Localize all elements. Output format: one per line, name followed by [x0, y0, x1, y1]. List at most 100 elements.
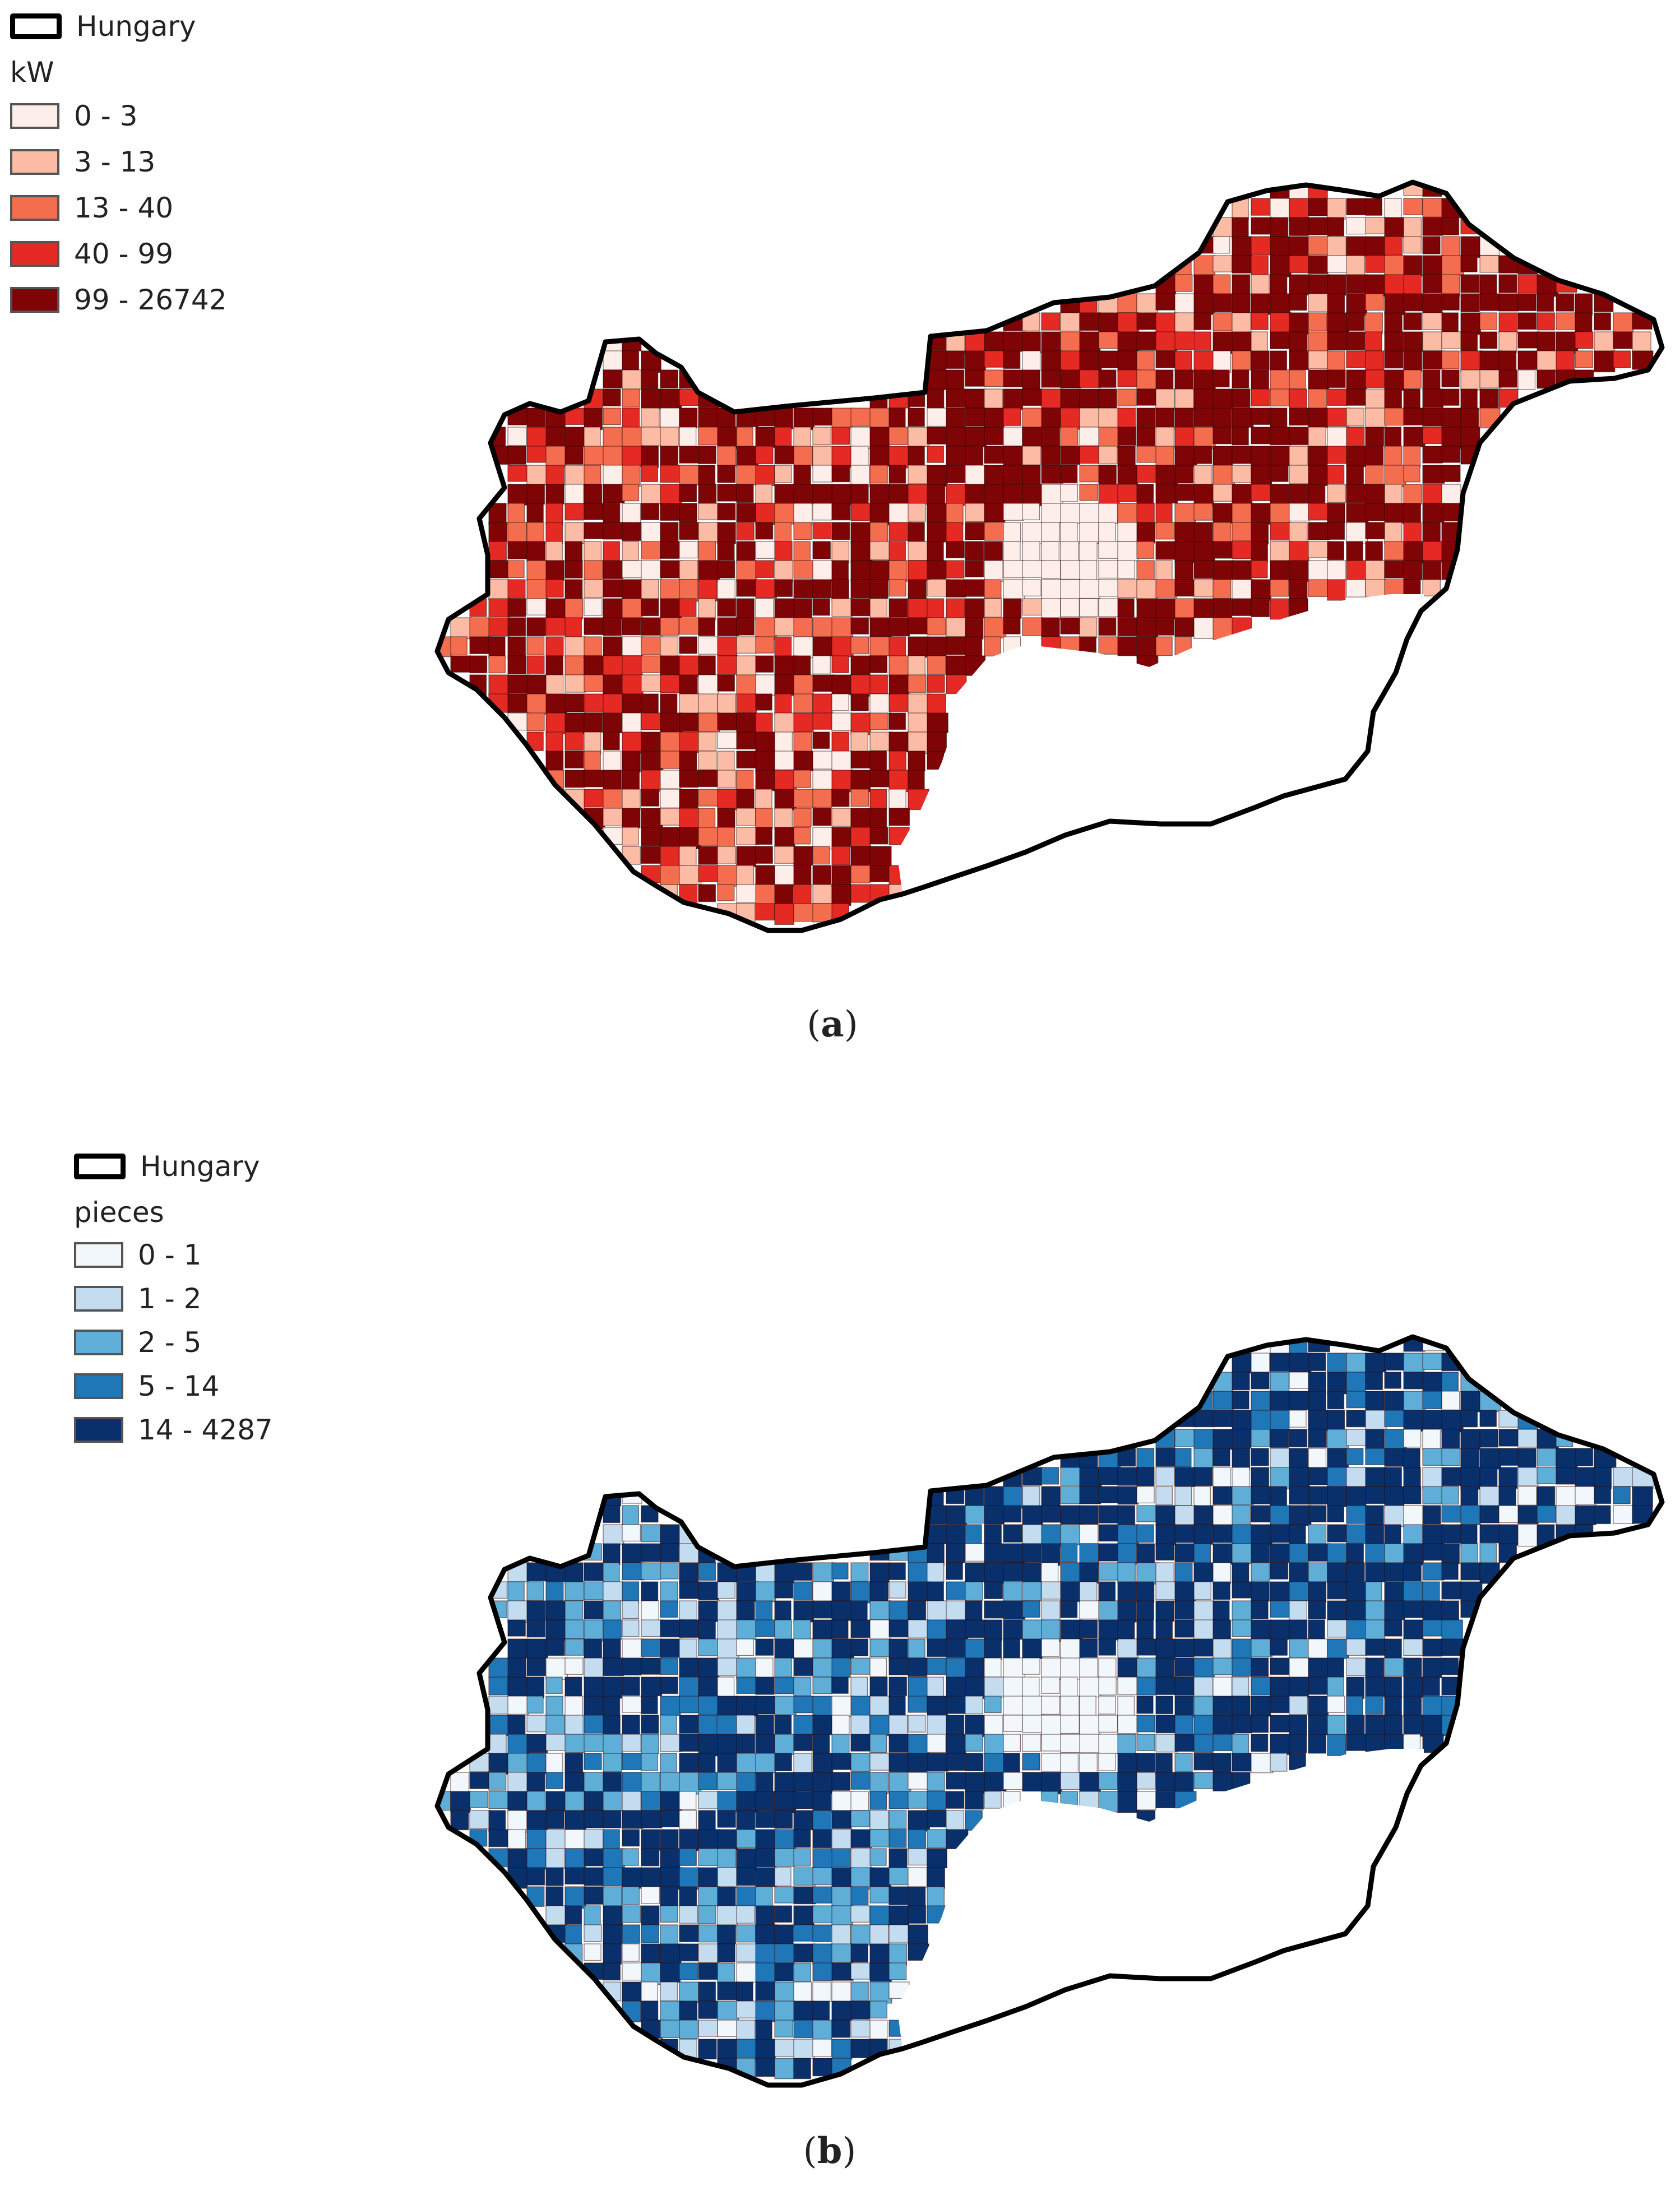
municipality-cell [908, 636, 929, 658]
municipality-cell [526, 446, 548, 463]
municipality-cell [717, 598, 737, 617]
municipality-cell [1498, 1448, 1519, 1466]
municipality-cell [908, 655, 925, 676]
municipality-cell [1060, 541, 1079, 562]
municipality-cell [1270, 1448, 1290, 1469]
municipality-cell [1117, 1791, 1140, 1813]
municipality-cell [1212, 541, 1234, 559]
municipality-cell [1308, 1696, 1329, 1717]
municipality-cell [1289, 198, 1309, 219]
municipality-cell [1193, 1505, 1216, 1527]
class-swatch [74, 1330, 123, 1355]
municipality-cell [831, 636, 854, 657]
class-label: 99 - 26742 [74, 284, 227, 316]
municipality-cell [831, 1867, 854, 1888]
legend-class-3: 40 - 99 [10, 231, 227, 277]
municipality-cell [1251, 579, 1272, 601]
municipality-cell [1003, 1696, 1024, 1716]
municipality-cell [1517, 350, 1538, 370]
municipality-cell [1174, 1696, 1194, 1718]
municipality-cell [603, 1867, 623, 1887]
municipality-cell [526, 1696, 544, 1714]
municipality-cell [717, 884, 735, 901]
municipality-cell [1232, 1638, 1252, 1660]
municipality-cell [1346, 1391, 1367, 1409]
municipality-cell [1003, 388, 1024, 410]
municipality-cell [869, 731, 892, 751]
legend-outline-label: Hungary [140, 1150, 260, 1183]
municipality-cell [793, 427, 811, 448]
municipality-cell [1060, 1677, 1078, 1698]
municipality-cell [1441, 1448, 1461, 1466]
municipality-cell [641, 1753, 658, 1771]
municipality-cell [812, 522, 832, 540]
municipality-cell [584, 1753, 602, 1770]
municipality-cell [1174, 1448, 1192, 1467]
municipality-cell [1575, 350, 1594, 368]
municipality-cell [584, 1905, 601, 1926]
municipality-cell [755, 808, 773, 830]
municipality-cell [1098, 1734, 1119, 1754]
municipality-cell [1498, 312, 1518, 334]
municipality-cell [717, 1848, 737, 1869]
municipality-cell [679, 1905, 698, 1924]
municipality-cell [831, 808, 851, 827]
municipality-cell [1136, 1638, 1158, 1656]
class-label: 0 - 1 [138, 1239, 202, 1271]
municipality-cell [679, 731, 701, 753]
municipality-cell [984, 484, 1006, 506]
municipality-cell [698, 808, 716, 828]
municipality-cell [660, 712, 683, 734]
municipality-cell [1613, 350, 1631, 368]
municipality-cell [717, 636, 738, 656]
municipality-cell [1251, 1467, 1270, 1490]
municipality-cell [1136, 560, 1155, 581]
municipality-cell [679, 865, 702, 885]
municipality-cell [641, 1810, 663, 1828]
municipality-cell [717, 1619, 738, 1642]
municipality-cell [869, 1848, 887, 1866]
municipality-cell [1060, 312, 1080, 332]
municipality-cell [641, 1848, 660, 1867]
municipality-cell [984, 350, 1004, 368]
municipality-cell [755, 693, 772, 711]
municipality-cell [984, 541, 1003, 562]
municipality-cell [774, 598, 794, 620]
class-label: 13 - 40 [74, 192, 174, 224]
municipality-cell [1289, 236, 1308, 257]
municipality-cell [812, 655, 831, 675]
municipality-cell [1003, 1638, 1021, 1659]
municipality-cell [1251, 1562, 1270, 1582]
municipality-cell [1174, 1715, 1193, 1737]
municipality-cell [812, 446, 834, 469]
municipality-cell [1346, 369, 1367, 391]
municipality-cell [698, 484, 717, 504]
municipality-cell [1060, 331, 1083, 354]
municipality-cell [1251, 1581, 1270, 1602]
municipality-cell [1327, 369, 1346, 388]
municipality-cell [545, 1619, 567, 1641]
municipality-cell [755, 1619, 777, 1637]
municipality-cell [1479, 1448, 1501, 1470]
municipality-cell [1613, 312, 1634, 334]
municipality-cell [755, 865, 776, 886]
municipality-cell [1441, 1600, 1459, 1622]
municipality-cell [869, 1753, 891, 1771]
municipality-cell [1270, 1410, 1290, 1432]
municipality-cell [1098, 465, 1117, 485]
municipality-cell [927, 712, 948, 733]
municipality-cell [774, 1619, 792, 1640]
municipality-cell [984, 388, 1003, 410]
municipality-cell [1422, 236, 1441, 254]
municipality-cell [1022, 503, 1040, 521]
municipality-cell [755, 1715, 774, 1735]
municipality-cell [1422, 217, 1443, 236]
municipality-cell [1403, 217, 1422, 238]
municipality-cell [1193, 312, 1211, 331]
municipality-cell [584, 1562, 604, 1581]
municipality-cell [1403, 1543, 1424, 1566]
municipality-cell [1556, 1486, 1579, 1509]
municipality-cell [507, 1619, 526, 1637]
municipality-cell [774, 1581, 794, 1599]
municipality-cell [603, 712, 623, 733]
